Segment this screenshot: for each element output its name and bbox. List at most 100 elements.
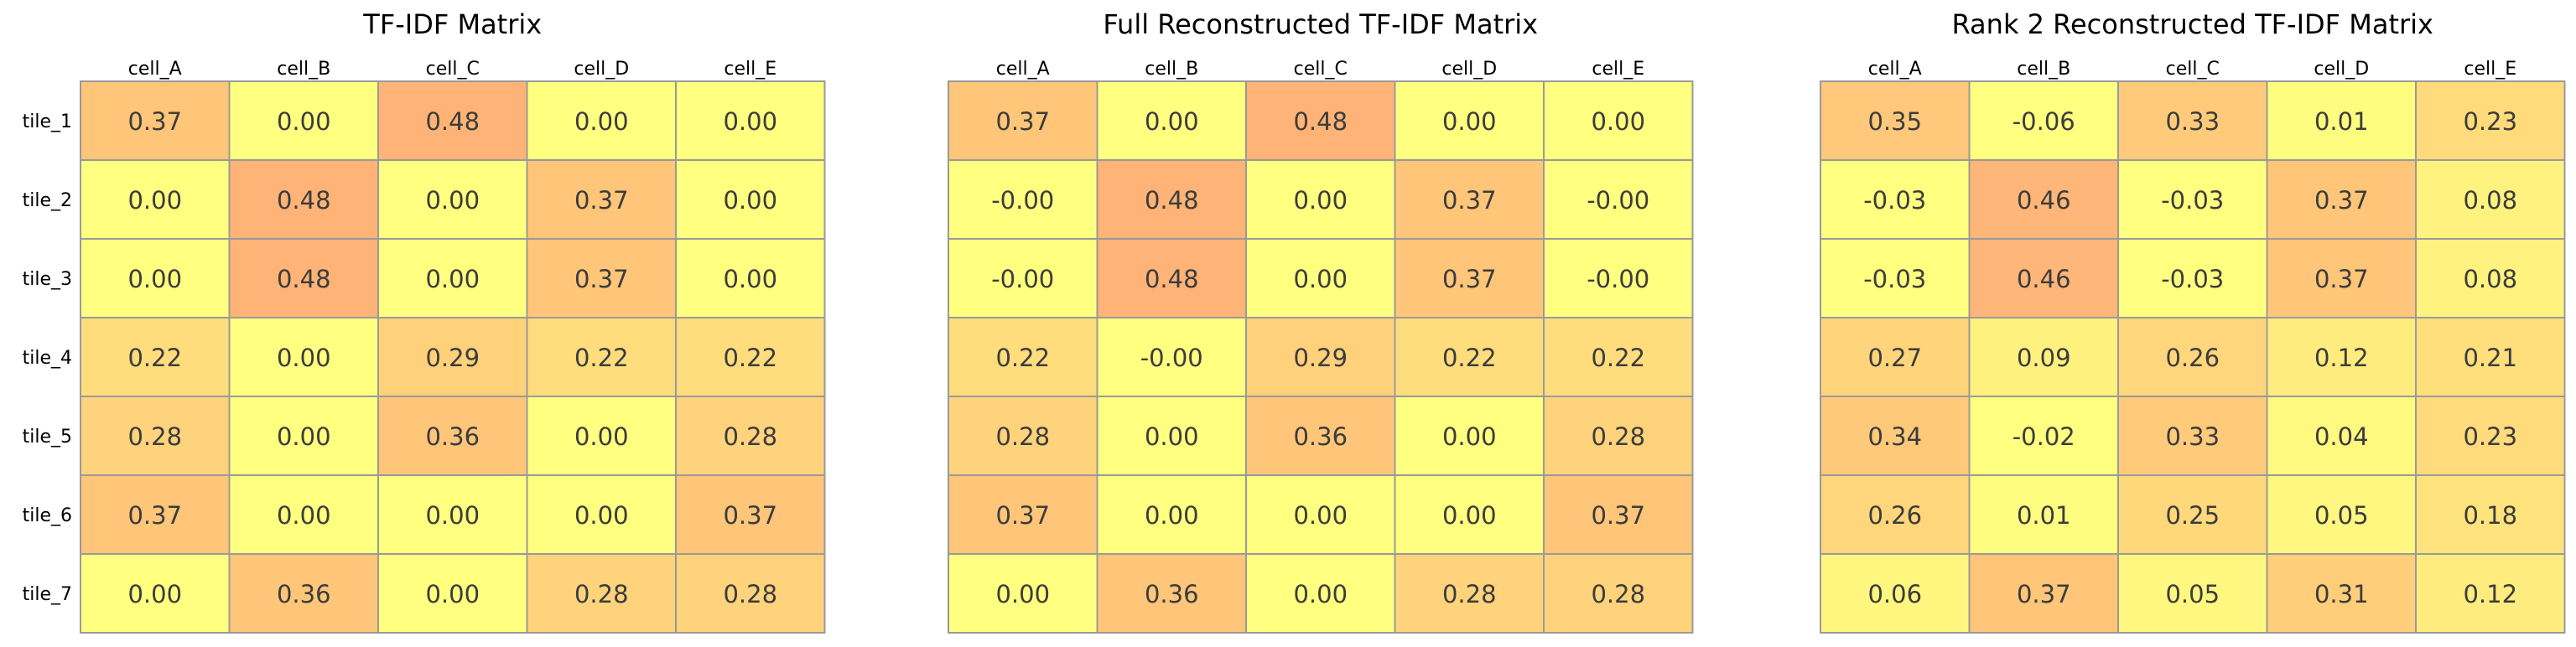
heatmap-cell xyxy=(675,159,826,240)
cell-value-label: 0.48 xyxy=(1145,265,1199,293)
cell-value-label: 0.00 xyxy=(1591,107,1645,136)
heatmap-cell xyxy=(948,317,1098,397)
cell-value-label: 0.00 xyxy=(1293,501,1348,530)
cell-value-label: 0.27 xyxy=(1867,344,1922,372)
heatmap-cell xyxy=(377,474,528,555)
heatmap-cell xyxy=(2266,159,2417,240)
cell-value-label: 0.29 xyxy=(425,344,480,372)
heatmap-cell xyxy=(675,396,826,476)
heatmap-cell xyxy=(80,553,231,634)
heatmap-cell xyxy=(2415,159,2566,240)
cell-value-label: -0.00 xyxy=(1587,265,1649,293)
row-label: tile_3 xyxy=(23,269,72,290)
column-label: cell_E xyxy=(2464,59,2516,80)
heatmap-cell xyxy=(2266,238,2417,318)
cell-value-label: 0.25 xyxy=(2165,501,2220,530)
heatmap-cell xyxy=(2415,396,2566,476)
cell-value-label: 0.48 xyxy=(1293,107,1348,136)
column-label: cell_A xyxy=(996,59,1050,80)
cell-value-label: 0.22 xyxy=(723,344,777,372)
cell-value-label: 0.46 xyxy=(2017,265,2071,293)
heatmap-cell xyxy=(675,317,826,397)
cell-value-label: 0.00 xyxy=(1442,107,1497,136)
cell-value-label: 0.37 xyxy=(2314,186,2369,215)
cell-value-label: 0.00 xyxy=(1293,580,1348,608)
cell-value-label: -0.00 xyxy=(991,186,1054,215)
cell-value-label: 0.23 xyxy=(2463,422,2517,451)
heatmap-cell xyxy=(1245,238,1396,318)
heatmap-cell xyxy=(1820,80,1971,161)
row-label: tile_5 xyxy=(23,427,72,448)
cell-value-label: 0.36 xyxy=(425,422,480,451)
heatmap-cell xyxy=(1394,159,1545,240)
cell-value-label: 0.37 xyxy=(574,265,629,293)
cell-value-label: 0.36 xyxy=(277,580,331,608)
cell-value-label: 0.37 xyxy=(1442,186,1497,215)
heatmap-cell xyxy=(1543,238,1694,318)
cell-value-label: 0.37 xyxy=(995,107,1050,136)
heatmap-cell xyxy=(526,238,677,318)
cell-value-label: 0.04 xyxy=(2314,422,2369,451)
cell-value-label: 0.00 xyxy=(1442,501,1497,530)
cell-value-label: 0.26 xyxy=(1867,501,1922,530)
heatmap-cell xyxy=(948,553,1098,634)
cell-value-label: 0.00 xyxy=(723,107,777,136)
cell-value-label: 0.08 xyxy=(2463,265,2517,293)
heatmap-cell xyxy=(2117,159,2268,240)
heatmap-cell xyxy=(1096,159,1247,240)
row-label: tile_6 xyxy=(23,505,72,526)
cell-value-label: 0.08 xyxy=(2463,186,2517,215)
heatmap-cell xyxy=(377,396,528,476)
cell-value-label: 0.37 xyxy=(2017,580,2071,608)
cell-value-label: 0.28 xyxy=(1591,422,1645,451)
heatmap-cell xyxy=(1245,553,1396,634)
heatmap-cell xyxy=(1096,396,1247,476)
cell-value-label: 0.00 xyxy=(127,580,182,608)
cell-value-label: 0.00 xyxy=(425,580,480,608)
cell-value-label: 0.48 xyxy=(425,107,480,136)
cell-value-label: 0.05 xyxy=(2165,580,2220,608)
heatmap-cell xyxy=(1820,396,1971,476)
cell-value-label: 0.29 xyxy=(1293,344,1348,372)
heatmap-cell xyxy=(1394,80,1545,161)
cell-value-label: 0.22 xyxy=(127,344,182,372)
cell-value-label: 0.12 xyxy=(2314,344,2369,372)
cell-value-label: 0.37 xyxy=(1442,265,1497,293)
cell-value-label: 0.00 xyxy=(1293,265,1348,293)
chart-title: Full Reconstructed TF-IDF Matrix xyxy=(1103,8,1538,40)
chart-title: Rank 2 Reconstructed TF-IDF Matrix xyxy=(1952,8,2433,40)
chart-title: TF-IDF Matrix xyxy=(362,8,542,40)
heatmap-cell xyxy=(526,474,677,555)
column-label: cell_E xyxy=(1592,59,1644,80)
cell-value-label: -0.03 xyxy=(1863,186,1926,215)
cell-value-label: 0.22 xyxy=(995,344,1050,372)
cell-value-label: 0.06 xyxy=(1867,580,1922,608)
cell-value-label: 0.37 xyxy=(2314,265,2369,293)
row-label: tile_7 xyxy=(23,584,72,605)
column-label: cell_A xyxy=(1868,59,1922,80)
cell-value-label: -0.03 xyxy=(2161,186,2224,215)
cell-value-label: 0.00 xyxy=(425,186,480,215)
cell-value-label: 0.46 xyxy=(2017,186,2071,215)
heatmap-cell xyxy=(377,159,528,240)
cell-value-label: -0.00 xyxy=(1140,344,1203,372)
cell-value-label: 0.09 xyxy=(2017,344,2071,372)
heatmap-border xyxy=(80,80,826,634)
heatmap-cell xyxy=(2117,238,2268,318)
cell-value-label: 0.23 xyxy=(2463,107,2517,136)
cell-value-label: 0.01 xyxy=(2017,501,2071,530)
heatmap-cell xyxy=(1543,474,1694,555)
cell-value-label: -0.02 xyxy=(2012,422,2075,451)
heatmap-cell xyxy=(1968,80,2119,161)
cell-value-label: 0.12 xyxy=(2463,580,2517,608)
heatmap-cell xyxy=(1245,317,1396,397)
heatmap-cell xyxy=(1820,474,1971,555)
heatmap-cell xyxy=(526,317,677,397)
cell-value-label: 0.00 xyxy=(1145,107,1199,136)
cell-value-label: 0.37 xyxy=(574,186,629,215)
heatmap-cell xyxy=(1245,396,1396,476)
column-label: cell_C xyxy=(426,59,480,80)
cell-value-label: 0.00 xyxy=(425,501,480,530)
column-label: cell_B xyxy=(1145,59,1198,80)
heatmap-cell xyxy=(228,238,379,318)
